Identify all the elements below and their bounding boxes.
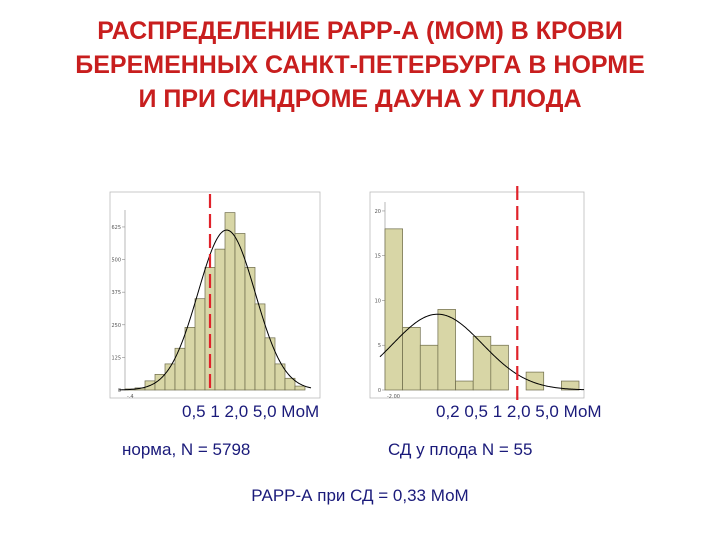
down-y-tick-label: 10 xyxy=(375,298,381,304)
norm-caption: норма, N = 5798 xyxy=(122,440,251,459)
norm-bar xyxy=(224,212,236,391)
page-title: РАСПРЕДЕЛЕНИЕ РАРР-А (МОМ) В КРОВИ БЕРЕМ… xyxy=(0,14,720,116)
norm-y-tick-label: 125 xyxy=(111,355,121,361)
norm-bar xyxy=(194,298,206,391)
norm-bar xyxy=(264,337,276,391)
down-y-tick-label: 20 xyxy=(375,209,381,215)
down-normal-curve xyxy=(379,313,585,391)
norm-y-tick-label: 375 xyxy=(111,290,121,296)
norm-y-tick-label: 0 xyxy=(118,388,121,394)
down-axis-caption: 0,2 0,5 1 2,0 5,0 МоМ xyxy=(436,402,602,421)
down-bar xyxy=(561,380,580,391)
norm-normal-curve xyxy=(118,229,312,391)
title-line-3: И ПРИ СИНДРОМЕ ДАУНА У ПЛОДА xyxy=(138,85,582,113)
norm-y-tick-label: 500 xyxy=(111,258,121,264)
title-line-1: РАСПРЕДЕЛЕНИЕ РАРР-А (МОМ) В КРОВИ xyxy=(97,17,623,45)
down-caption: СД у плода N = 55 xyxy=(388,440,533,459)
down-y-tick-label: 0 xyxy=(378,388,381,394)
down-y-tick-label: 5 xyxy=(378,343,381,349)
down-bar xyxy=(455,380,474,391)
norm-bar xyxy=(254,303,266,391)
down-bar xyxy=(437,309,456,391)
down-bar xyxy=(384,228,403,391)
norm-bar xyxy=(274,363,286,391)
norm-x-tick-label: -.4 xyxy=(127,394,134,400)
norm-bar xyxy=(294,385,306,391)
down-x-tick-label: -2.00 xyxy=(387,394,400,400)
norm-y-tick-label: 250 xyxy=(111,323,121,329)
down-bar xyxy=(472,335,492,391)
norm-y-tick-label: 625 xyxy=(111,225,121,231)
down-bar xyxy=(402,326,421,391)
norm-axis-caption: 0,5 1 2,0 5,0 МоМ xyxy=(182,402,320,421)
down-y-tick-label: 15 xyxy=(375,254,381,260)
title-line-2: БЕРЕМЕННЫХ САНКТ-ПЕТЕРБУРГА В НОРМЕ xyxy=(75,51,645,79)
down-bar xyxy=(490,344,509,391)
footer-note: РАРР-А при СД = 0,33 МоМ xyxy=(251,486,469,505)
down-bar xyxy=(525,371,545,391)
norm-bar xyxy=(214,248,226,391)
norm-bar xyxy=(284,377,296,391)
down-bar xyxy=(419,344,439,391)
norm-bar xyxy=(184,327,196,391)
